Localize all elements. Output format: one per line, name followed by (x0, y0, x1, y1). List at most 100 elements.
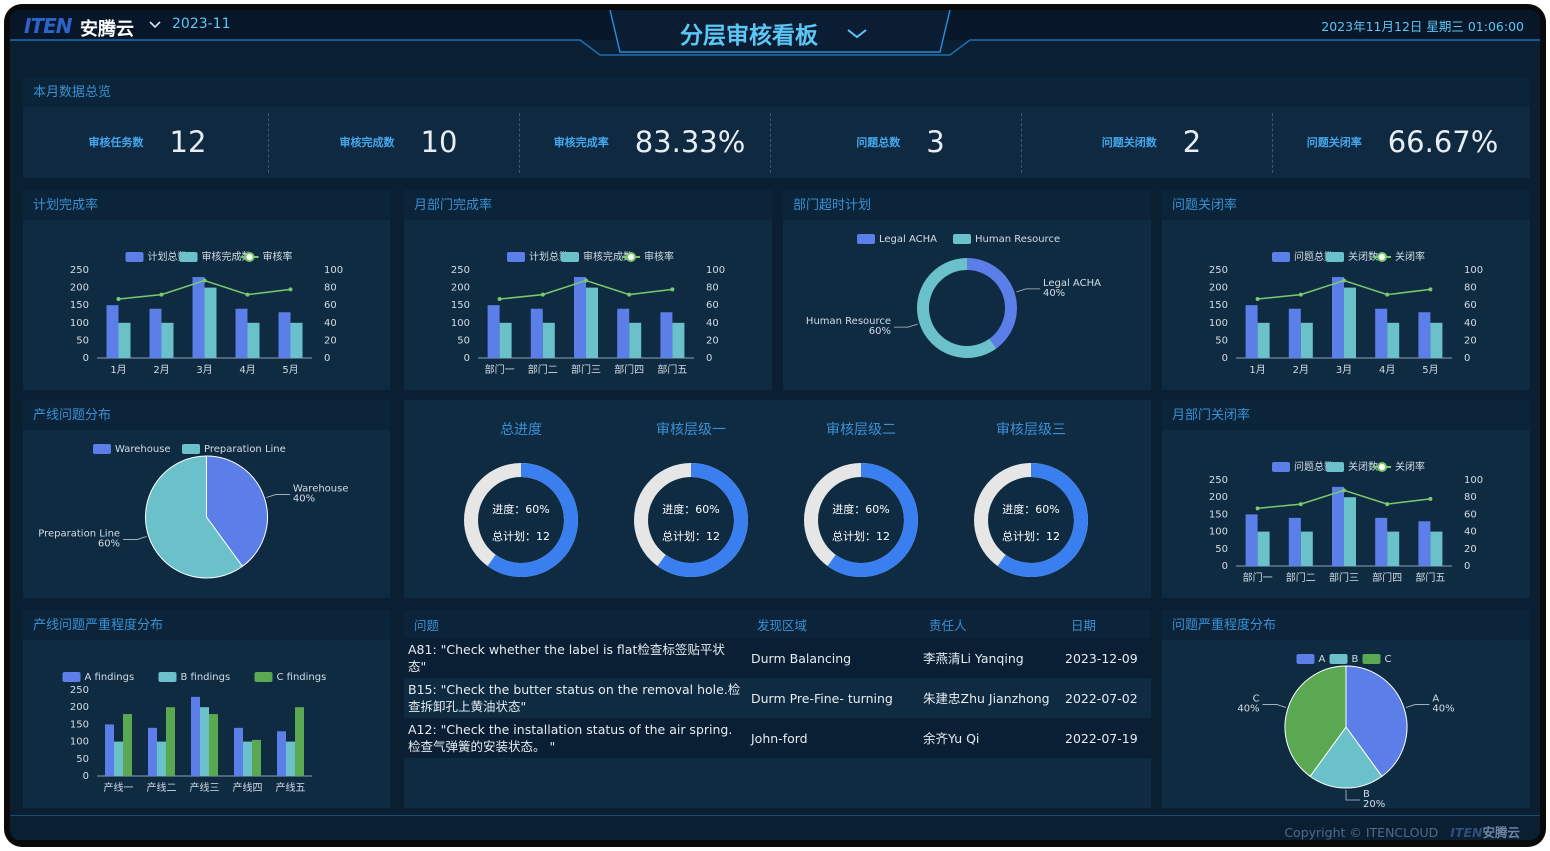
pie-slice (967, 258, 1017, 349)
bar (148, 727, 157, 776)
bar (1257, 531, 1270, 566)
bar (286, 741, 295, 776)
leader-line (894, 323, 918, 328)
y2-tick-label: 0 (324, 353, 330, 364)
x-tick-label: 部门二 (1286, 571, 1316, 584)
legend-swatch (93, 444, 111, 454)
bar (209, 714, 218, 776)
overview-value: 83.33% (634, 125, 746, 159)
bar (1387, 322, 1400, 358)
table-cell: Durm Pre-Fine- turning (751, 690, 893, 706)
slice-label: Preparation Line (38, 529, 120, 540)
gauge-progress: 进度：60% (492, 502, 549, 516)
panel-title: 月部门关闭率 (1162, 400, 1530, 430)
overview-item: 问题关闭率 66.67% (1278, 107, 1527, 177)
table-cell: A81: "Check whether the label is flat检查标… (408, 642, 725, 674)
bar (1375, 517, 1388, 566)
legend-label: 审核率 (263, 250, 293, 263)
overview-label: 问题总数 (856, 136, 901, 149)
chart: 计划总数 审核完成数 审核率 0 50 100 150 200 250 0 20 40 60 80 100 部… (451, 250, 725, 376)
y2-tick-label: 40 (324, 318, 337, 329)
x-tick-label: 部门五 (1415, 571, 1445, 584)
bar (105, 724, 114, 776)
overview-item: 审核完成数 10 (274, 107, 523, 177)
chart: Warehouse Preparation LineWarehouse40%Pre… (38, 444, 349, 579)
footer-brand: ITEN (1450, 825, 1483, 840)
y2-tick-label: 60 (1464, 509, 1477, 520)
column-header: 发现区域 (747, 610, 919, 638)
leader-line (266, 494, 290, 498)
slice-value: 40% (1237, 703, 1259, 714)
dashboard: ITEN 安腾云 2023-11 分层审核看板 2023年11月12日 星期三 … (10, 10, 1540, 840)
y2-tick-label: 0 (1464, 353, 1470, 364)
column-header: 责任人 (919, 610, 1061, 638)
x-tick-label: 5月 (1422, 364, 1438, 376)
bar (204, 287, 217, 358)
panel-title: 问题关闭率 (1162, 190, 1530, 220)
x-tick-label: 2月 (1293, 364, 1309, 376)
issue-table: 问题 发现区域 责任人 日期 A81: "Check whether the label… (404, 610, 1151, 758)
bar (672, 322, 685, 358)
slice-label: Legal ACHA (1043, 278, 1101, 289)
overview-value: 2 (1182, 125, 1202, 159)
line-point (1385, 502, 1390, 507)
table-cell: 2023-12-09 (1065, 650, 1138, 666)
legend-label: 审核率 (644, 250, 674, 263)
x-tick-label: 5月 (282, 364, 298, 376)
bar (1418, 521, 1431, 566)
legend-label: 关闭数 (1348, 250, 1378, 263)
y-tick-label: 150 (1209, 300, 1228, 311)
bar (114, 741, 123, 776)
y2-tick-label: 80 (706, 283, 719, 294)
y2-tick-label: 40 (706, 318, 719, 329)
bar (1418, 312, 1431, 358)
y-tick-label: 0 (1222, 353, 1228, 364)
y2-tick-label: 0 (706, 353, 712, 364)
bar (530, 308, 543, 358)
slice-value: 20% (1363, 799, 1385, 808)
y-tick-label: 150 (70, 719, 89, 730)
legend-label: B (1352, 654, 1359, 665)
line-point (627, 292, 632, 297)
pie-slice (206, 455, 268, 568)
line-point (116, 297, 121, 302)
legend-label: 计划总数 (148, 250, 188, 263)
y-tick-label: 200 (1209, 283, 1228, 294)
slice-value: 40% (293, 493, 315, 504)
overview-label: 审核任务数 (88, 136, 144, 149)
footer: Copyright © ITENCLOUD ITEN 安腾云 (1284, 822, 1520, 840)
bar (166, 707, 175, 776)
legend-swatch (125, 252, 144, 262)
x-tick-label: 产线五 (276, 781, 306, 794)
legend-swatch (179, 252, 198, 262)
footer-brand-name: 安腾云 (1482, 825, 1520, 840)
legend-swatch (857, 234, 875, 244)
leader-line (123, 536, 147, 540)
bar (1257, 322, 1270, 358)
bar (161, 322, 174, 358)
datetime: 2023年11月12日 星期三 01:06:00 (1321, 19, 1524, 34)
dashboard-title[interactable]: 分层审核看板 (680, 23, 818, 49)
y2-tick-label: 100 (324, 265, 343, 276)
x-tick-label: 产线四 (233, 781, 263, 794)
table-cell: 李燕清Li Yanqing (923, 650, 1024, 666)
slice-label: C (1253, 693, 1260, 704)
gauge-arc (657, 463, 748, 577)
chart-panel: 问题总数 关闭数 关闭率 0 50 100 150 200 250 0 20 40 60 80 100 1月 2… (1162, 190, 1530, 390)
x-tick-label: 4月 (1379, 364, 1395, 376)
y-tick-label: 200 (1209, 492, 1228, 503)
chart-panel: 计划总数 审核完成数 审核率 0 50 100 150 200 250 0 20 40 60 80 100 1… (23, 190, 390, 390)
month-select[interactable]: 2023-11 (172, 16, 231, 32)
y-tick-label: 200 (70, 702, 89, 713)
legend-label: C (1385, 654, 1392, 665)
y-tick-label: 0 (464, 353, 470, 364)
y2-tick-label: 100 (1464, 265, 1483, 276)
y-tick-label: 150 (1209, 509, 1228, 520)
x-tick-label: 1月 (1249, 364, 1265, 376)
x-tick-label: 部门四 (1372, 571, 1402, 584)
line-point (497, 297, 502, 302)
slice-label: B (1363, 789, 1370, 800)
chart: 计划总数 审核完成数 审核率 0 50 100 150 200 250 0 20 40 60 80 100 1… (70, 250, 343, 376)
line-point (1342, 488, 1346, 493)
